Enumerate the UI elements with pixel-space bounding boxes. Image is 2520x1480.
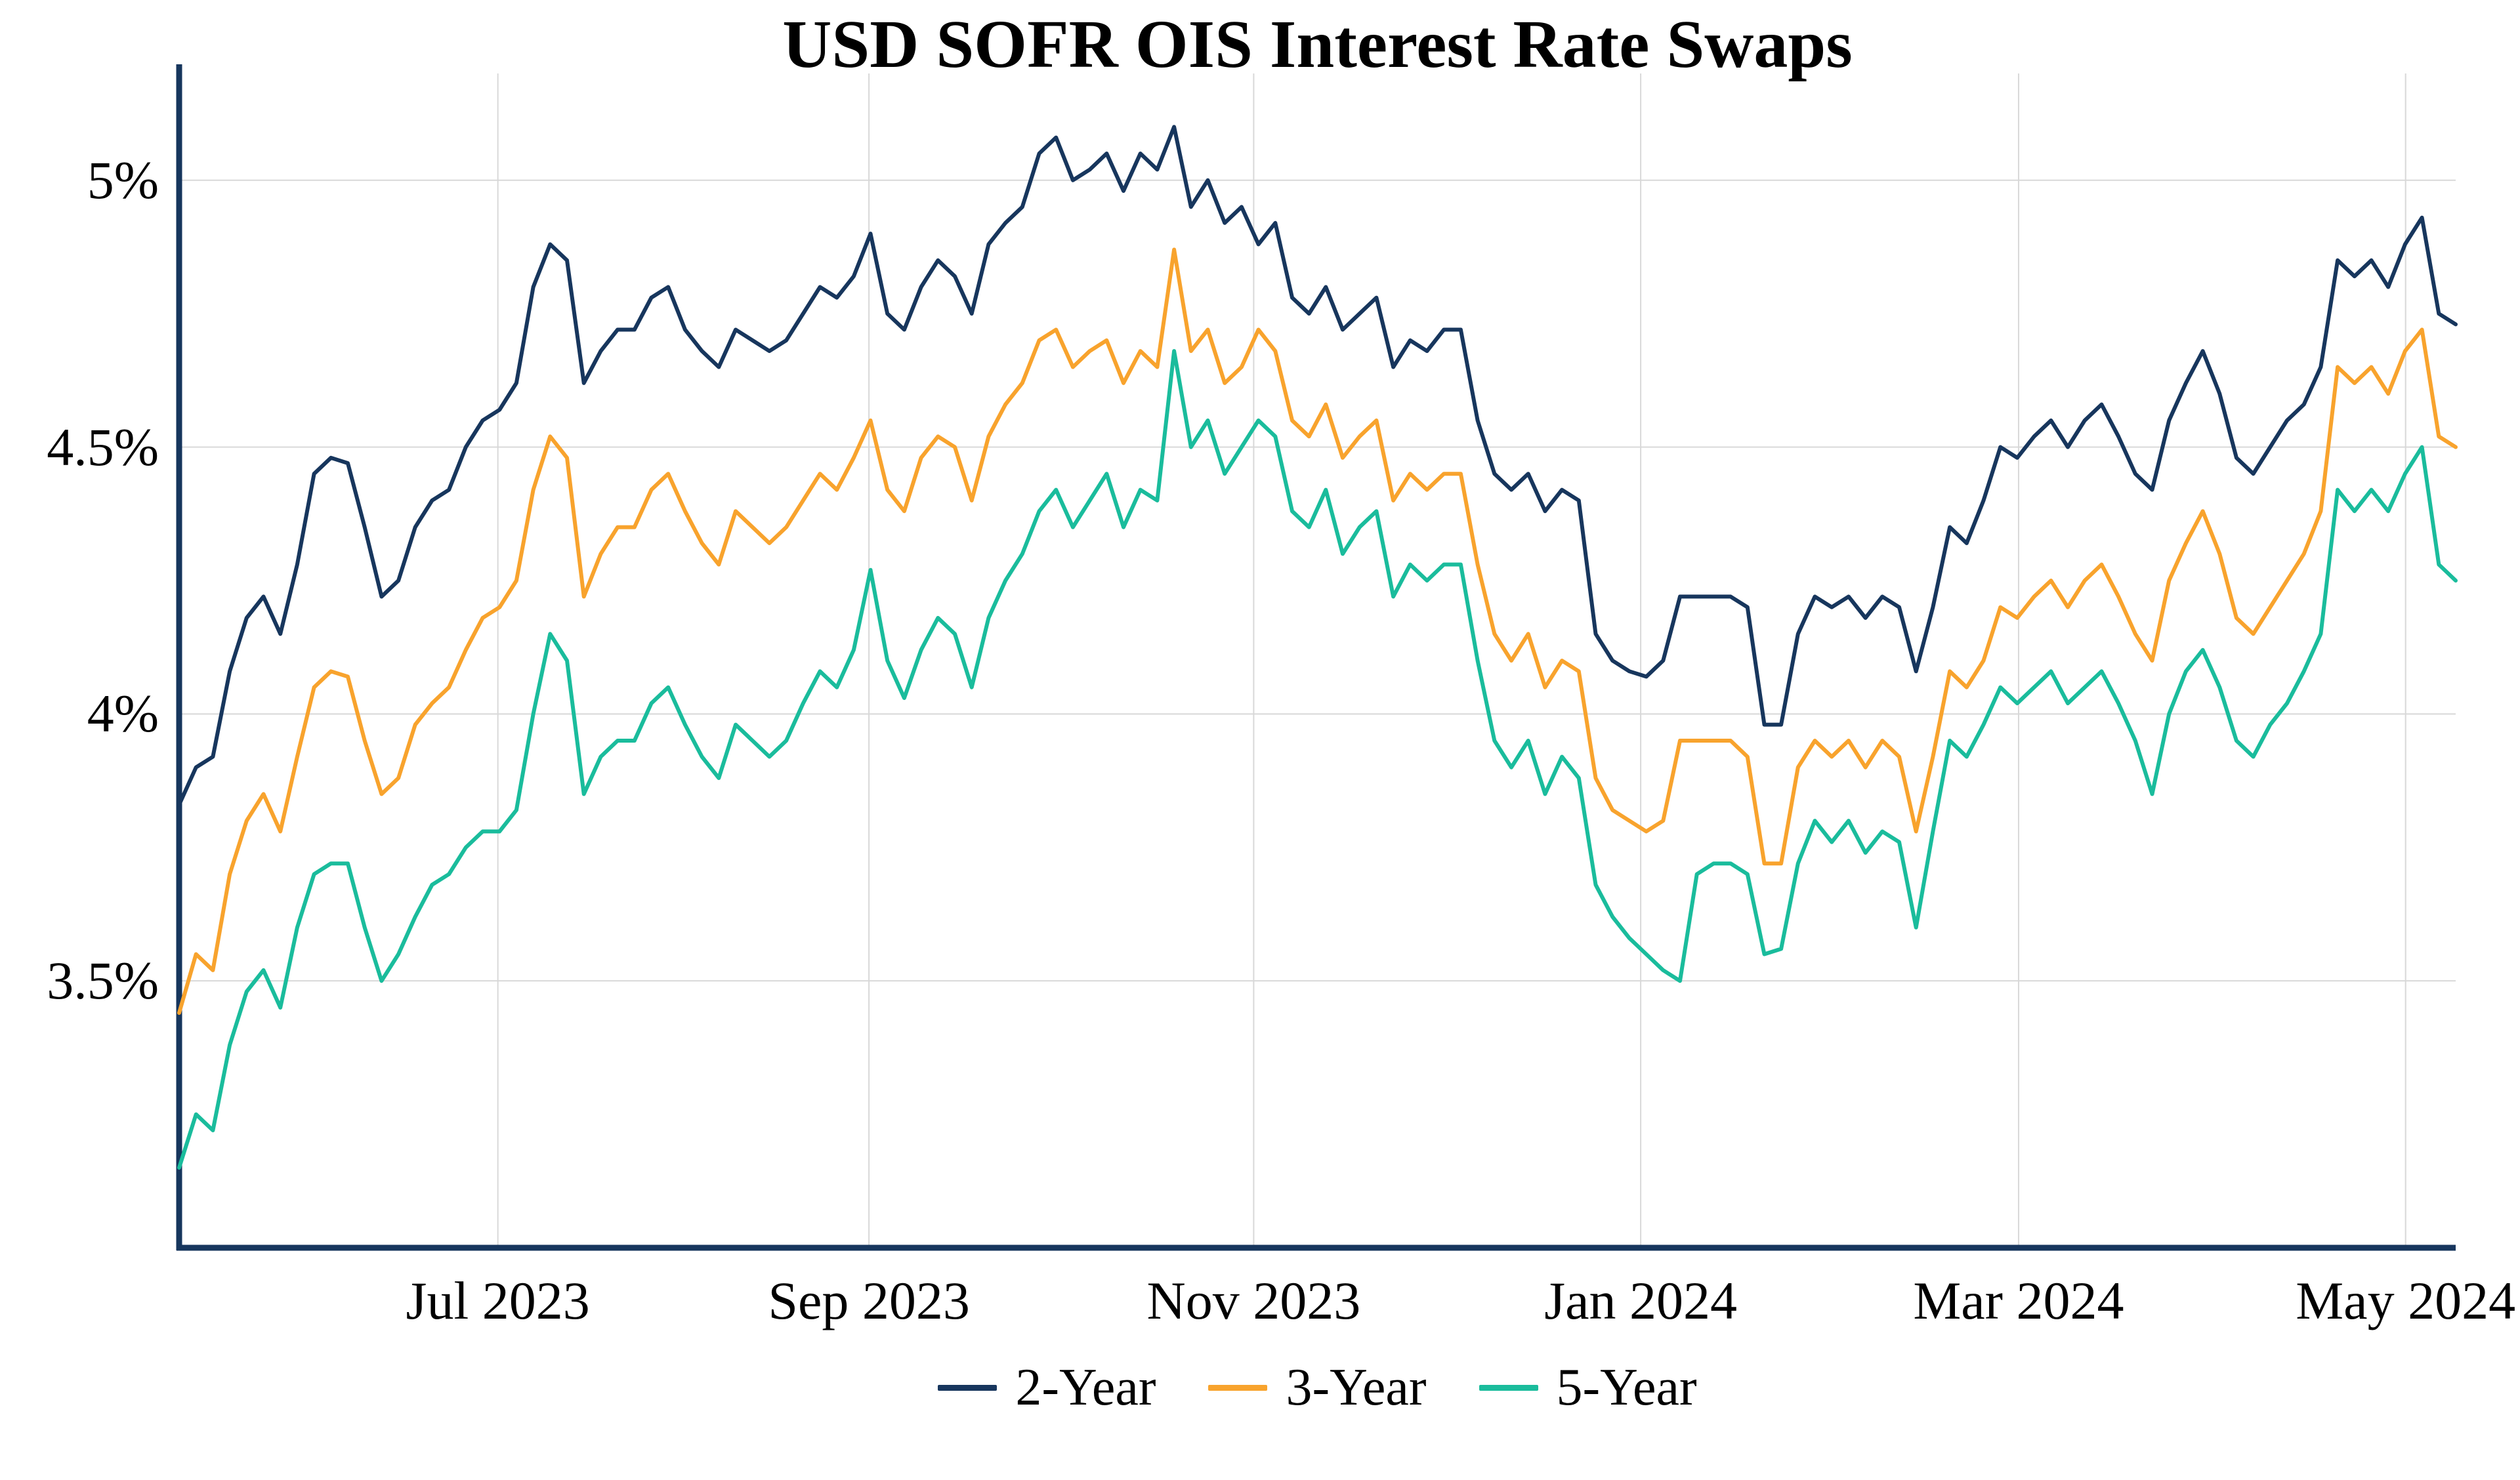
y-tick-label: 4.5% bbox=[47, 417, 159, 477]
legend: 2-Year 3-Year 5-Year bbox=[179, 1359, 2456, 1416]
x-tick-label: May 2024 bbox=[2296, 1271, 2516, 1330]
y-tick-label: 3.5% bbox=[47, 951, 159, 1011]
legend-label-2-year: 2-Year bbox=[1015, 1359, 1156, 1416]
legend-item-5-year: 5-Year bbox=[1479, 1359, 1697, 1416]
legend-swatch-3-year bbox=[1208, 1384, 1268, 1391]
legend-item-3-year: 3-Year bbox=[1208, 1359, 1427, 1416]
series-line-2-year bbox=[177, 125, 2458, 807]
x-tick-label: Jul 2023 bbox=[406, 1271, 590, 1330]
x-tick-label: Sep 2023 bbox=[768, 1271, 970, 1330]
series-line-3-year bbox=[177, 247, 2458, 1015]
x-tick-label: Mar 2024 bbox=[1913, 1271, 2124, 1330]
x-tick-label: Jan 2024 bbox=[1544, 1271, 1737, 1330]
legend-swatch-5-year bbox=[1479, 1384, 1538, 1391]
x-tick-label: Nov 2023 bbox=[1146, 1271, 1361, 1330]
y-tick-label: 5% bbox=[87, 150, 159, 210]
legend-swatch-2-year bbox=[938, 1384, 998, 1391]
series-line-5-year bbox=[177, 349, 2458, 1170]
y-tick-label: 4% bbox=[87, 684, 159, 744]
chart-title: USD SOFR OIS Interest Rate Swaps bbox=[782, 7, 1853, 82]
legend-label-5-year: 5-Year bbox=[1556, 1359, 1697, 1416]
legend-label-3-year: 3-Year bbox=[1286, 1359, 1427, 1416]
legend-item-2-year: 2-Year bbox=[938, 1359, 1156, 1416]
